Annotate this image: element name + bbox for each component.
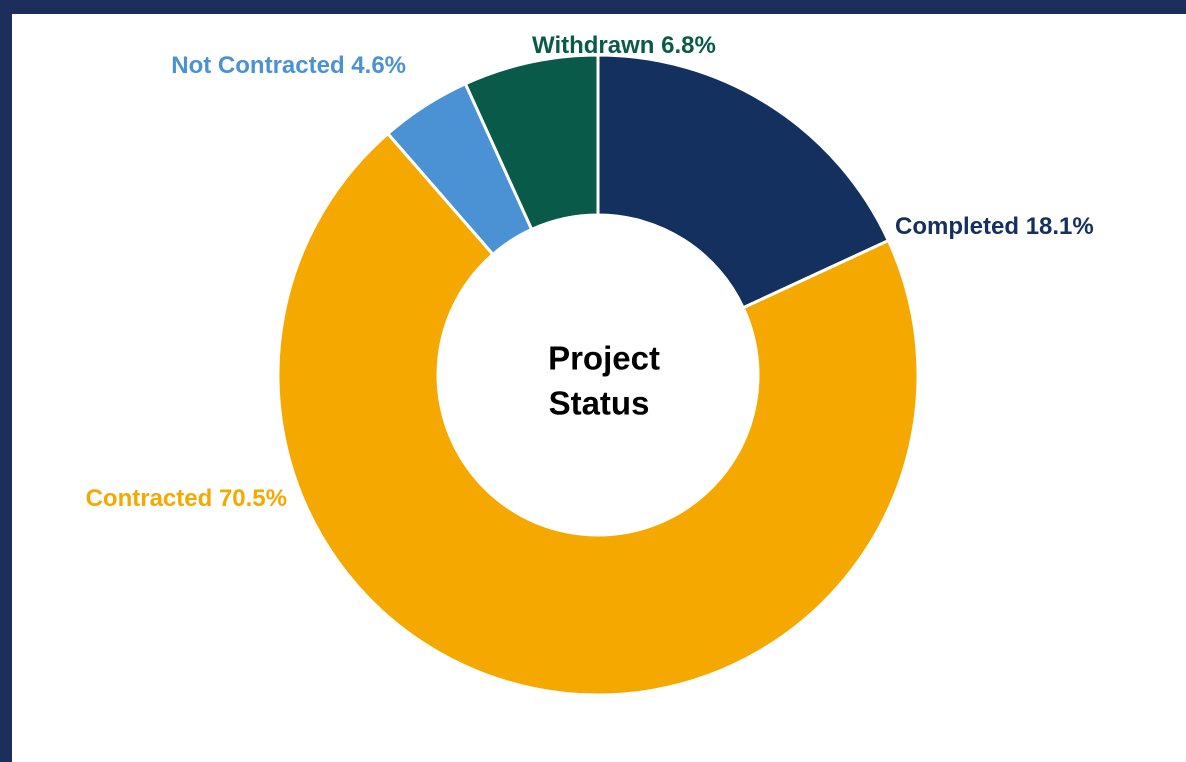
center-text: Status xyxy=(549,385,650,422)
category-name: Completed xyxy=(895,213,1019,240)
value-label: 4.6% xyxy=(351,52,406,79)
category-name: Contracted xyxy=(86,485,213,512)
category-name: Withdrawn xyxy=(532,32,654,59)
segment-label: Not Contracted 4.6% xyxy=(171,52,406,79)
donut-segment xyxy=(463,53,600,232)
segment-label: Contracted 70.5% xyxy=(86,485,287,512)
value-label: 18.1% xyxy=(1026,213,1094,240)
value-label: 70.5% xyxy=(219,485,287,512)
center-text: Project xyxy=(548,340,660,377)
segment-label: Withdrawn 6.8% xyxy=(532,32,716,59)
donut-segment xyxy=(276,131,920,697)
category-name: Not Contracted xyxy=(171,52,344,79)
donut-segment xyxy=(596,53,891,310)
segment-label: Completed 18.1% xyxy=(895,213,1094,240)
value-label: 6.8% xyxy=(661,32,716,59)
